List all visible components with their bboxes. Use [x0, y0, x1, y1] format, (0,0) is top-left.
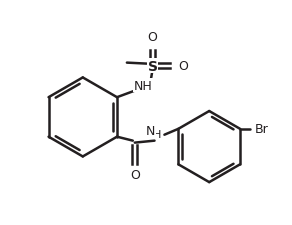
Text: O: O: [130, 168, 140, 181]
Text: H: H: [153, 129, 162, 139]
Text: Br: Br: [255, 123, 269, 136]
Text: O: O: [178, 60, 188, 73]
Text: O: O: [148, 31, 157, 44]
Text: S: S: [147, 59, 158, 73]
Text: NH: NH: [133, 79, 152, 92]
Text: N: N: [146, 125, 155, 138]
